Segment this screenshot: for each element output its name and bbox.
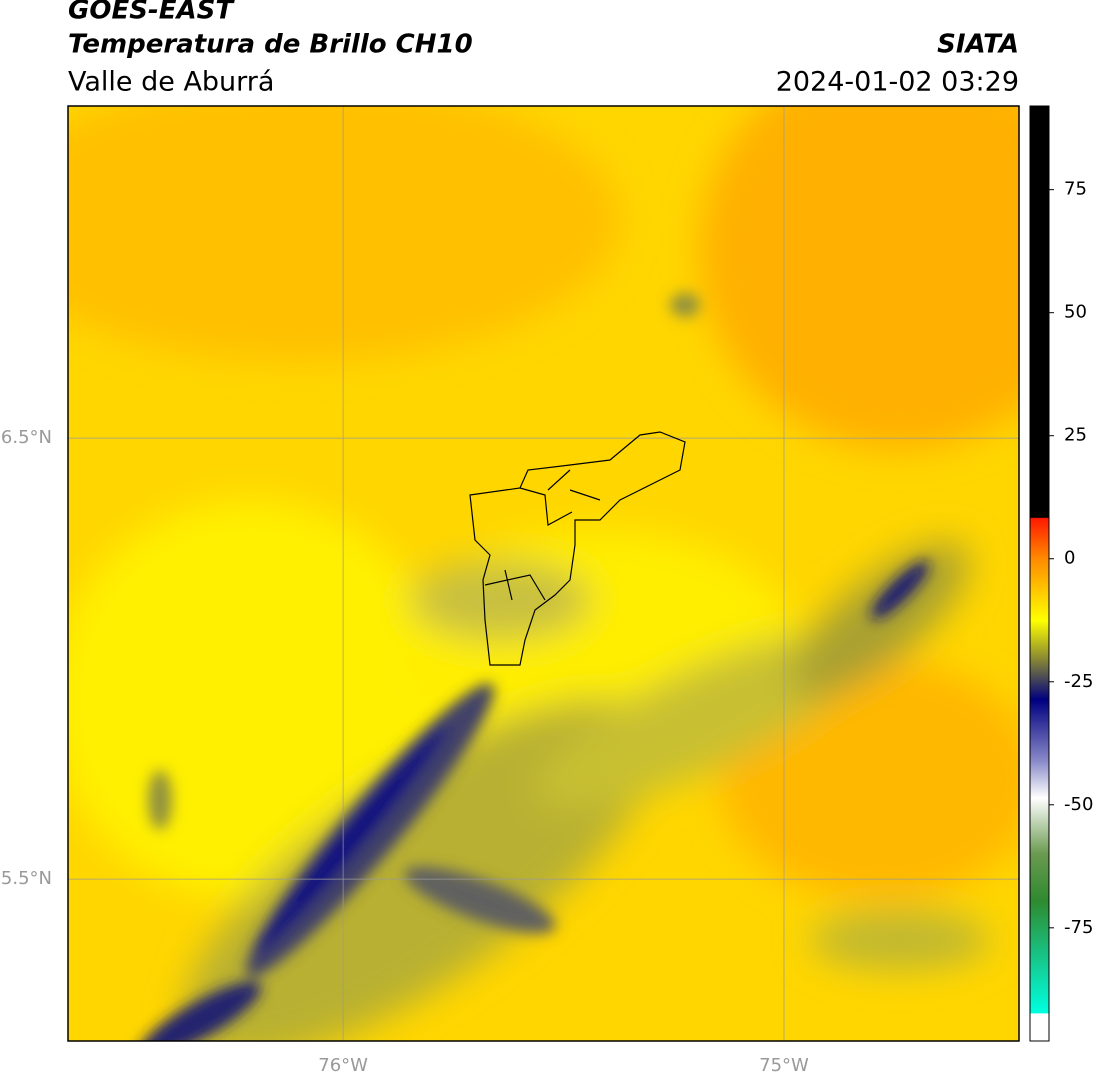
basin-outline bbox=[469, 431, 686, 666]
colorbar-tick-label: 75 bbox=[1064, 179, 1087, 200]
colorbar-tick-label: -75 bbox=[1064, 917, 1093, 938]
source: SIATA bbox=[937, 30, 1019, 60]
grid bbox=[68, 106, 1019, 1041]
map-frame bbox=[67, 105, 1020, 1042]
x-tick-label: 76°W bbox=[318, 1055, 368, 1076]
x-tick-label: 75°W bbox=[759, 1055, 809, 1076]
subtitle: Temperatura de Brillo CH10 bbox=[68, 30, 473, 60]
colorbar-tick-label: 50 bbox=[1064, 302, 1087, 323]
y-tick-label: 6.5°N bbox=[1, 427, 52, 448]
colorbar-tick-label: -25 bbox=[1064, 671, 1093, 692]
y-tick-label: 5.5°N bbox=[1, 868, 52, 889]
colorbar bbox=[1029, 105, 1050, 1042]
colorbar-tick-label: -50 bbox=[1064, 794, 1093, 815]
region: Valle de Aburrá bbox=[68, 67, 274, 98]
title: GOES-EAST bbox=[68, 0, 235, 26]
map-image bbox=[68, 106, 1019, 1041]
colorbar-tick-label: 0 bbox=[1064, 548, 1075, 569]
datetime: 2024-01-02 03:29 bbox=[776, 67, 1019, 98]
colorbar-tick-label: 25 bbox=[1064, 425, 1087, 446]
